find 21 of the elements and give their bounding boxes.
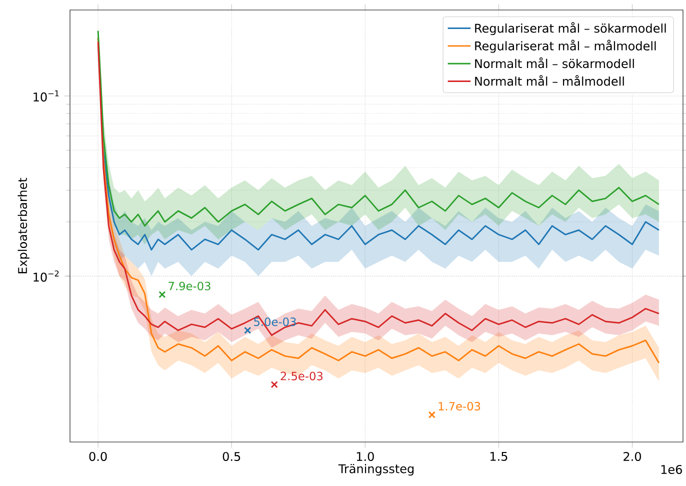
point: [158, 291, 166, 298]
y-axis-title: Exploaterbarhet: [18, 178, 30, 274]
annotation: 2.5e-03: [280, 372, 323, 380]
legend-label: Regulariserat mål – sökarmodell: [475, 22, 666, 36]
point: [270, 381, 278, 388]
legend-label: Regulariserat mål – målmodell: [475, 40, 656, 53]
x-tick-label: 1.5: [490, 452, 508, 461]
legend-label: Normalt mål – sökarmodell: [475, 57, 634, 68]
x-tick-label: 2.0: [624, 452, 641, 462]
x-tick-label: 0.5: [222, 452, 240, 462]
x-tick-label: 0.0: [89, 452, 107, 462]
x-axis-title: Träningssteg: [338, 464, 414, 476]
y-tick-label: 10$^{−2}$: [34, 270, 59, 282]
point: [244, 326, 252, 334]
text: 1e6: [661, 464, 682, 474]
annotation: 7.9e-03: [168, 282, 210, 290]
legend-label: Normalt mål – målmodell: [475, 75, 624, 86]
annotation: 1.7e-03: [438, 402, 480, 410]
point: [428, 411, 436, 418]
y-tick-label: 10$^{−1}$: [34, 90, 59, 102]
x-tick-label: 1.0: [356, 452, 374, 462]
